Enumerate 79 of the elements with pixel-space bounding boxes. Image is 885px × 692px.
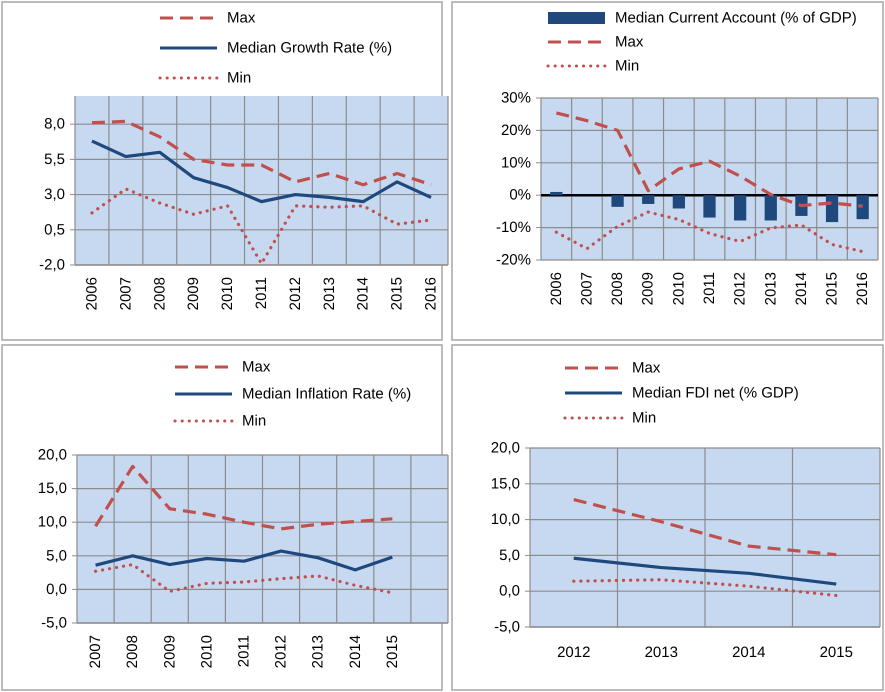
legend-label: Median Inflation Rate (%) bbox=[242, 386, 412, 402]
x-tick-label: 2014 bbox=[346, 635, 364, 668]
x-tick-label: 2012 bbox=[286, 277, 304, 310]
x-tick-label: 2010 bbox=[219, 277, 236, 310]
legend-label: Min bbox=[242, 412, 266, 430]
y-tick-label: -20% bbox=[496, 252, 531, 268]
x-tick-label: 2014 bbox=[732, 644, 766, 661]
x-tick-label: 2015 bbox=[824, 272, 841, 306]
legend-label: Max bbox=[227, 10, 256, 26]
y-tick-label: -5,0 bbox=[41, 614, 67, 632]
x-tick-label: 2010 bbox=[670, 272, 688, 306]
x-tick-label: 2009 bbox=[640, 272, 657, 306]
x-tick-label: 2015 bbox=[384, 635, 401, 668]
legend-label: Median Growth Rate (%) bbox=[227, 40, 392, 56]
line-series bbox=[572, 556, 838, 586]
legend-label: Min bbox=[615, 58, 640, 74]
y-tick-label: 0% bbox=[509, 186, 531, 204]
x-tick-label: 2012 bbox=[557, 644, 590, 661]
x-tick-label: 2014 bbox=[792, 272, 810, 306]
line-series bbox=[90, 139, 433, 204]
x-tick-label: 2015 bbox=[820, 644, 853, 661]
x-tick-label: 2016 bbox=[854, 272, 872, 306]
legend-label: Min bbox=[632, 410, 656, 426]
x-tick-label: 2011 bbox=[253, 277, 270, 310]
line-series bbox=[94, 549, 394, 572]
legend-label: Median FDI net (% GDP) bbox=[632, 384, 799, 402]
legend-label: Max bbox=[632, 360, 661, 376]
x-tick-label: 2010 bbox=[198, 635, 216, 668]
x-tick-label: 2006 bbox=[548, 272, 565, 306]
y-tick-label: 10% bbox=[500, 154, 531, 172]
y-tick-label: 0,0 bbox=[499, 582, 520, 600]
x-tick-label: 2007 bbox=[117, 277, 134, 310]
x-tick-label: 2011 bbox=[701, 272, 718, 304]
y-tick-label: 3,0 bbox=[44, 186, 65, 204]
y-tick-label: 30% bbox=[500, 90, 531, 106]
x-tick-label: 2007 bbox=[578, 272, 596, 306]
x-tick-label: 2013 bbox=[310, 635, 327, 668]
x-tick-label: 2012 bbox=[272, 635, 290, 668]
line-series bbox=[554, 111, 864, 208]
x-tick-label: 2007 bbox=[87, 635, 104, 668]
y-tick-label: 20,0 bbox=[490, 440, 520, 456]
y-tick-label: 10,0 bbox=[490, 511, 520, 528]
line-series bbox=[554, 210, 864, 254]
y-tick-label: -10% bbox=[496, 219, 531, 236]
y-tick-label: 8,0 bbox=[44, 116, 65, 133]
y-tick-label: 0,5 bbox=[44, 221, 65, 238]
x-tick-label: 2013 bbox=[320, 277, 338, 310]
x-tick-label: 2015 bbox=[388, 277, 406, 310]
x-tick-label: 2006 bbox=[83, 277, 100, 310]
legend-label: Max bbox=[242, 358, 271, 376]
y-tick-label: -2,0 bbox=[39, 256, 65, 274]
legend-label: Max bbox=[615, 34, 644, 50]
x-tick-label: 2008 bbox=[609, 272, 626, 306]
y-tick-label: 20,0 bbox=[38, 446, 67, 464]
x-tick-label: 2011 bbox=[235, 635, 252, 668]
line-series bbox=[94, 464, 394, 531]
line-series bbox=[90, 120, 433, 186]
x-tick-label: 2008 bbox=[151, 277, 168, 310]
y-tick-label: 5,0 bbox=[46, 547, 67, 564]
y-tick-label: -5,0 bbox=[494, 618, 520, 636]
y-tick-label: 0,0 bbox=[46, 580, 67, 598]
y-tick-label: 15,0 bbox=[38, 480, 67, 498]
x-tick-label: 2009 bbox=[185, 277, 202, 310]
legend-label: Min bbox=[227, 70, 252, 86]
y-tick-label: 10,0 bbox=[38, 514, 67, 531]
y-tick-label: 15,0 bbox=[490, 475, 520, 492]
x-tick-label: 2012 bbox=[732, 272, 749, 306]
x-tick-label: 2013 bbox=[762, 272, 780, 306]
x-tick-label: 2008 bbox=[124, 635, 142, 668]
x-tick-label: 2016 bbox=[422, 277, 440, 310]
y-tick-label: 20% bbox=[500, 122, 531, 139]
x-tick-label: 2014 bbox=[354, 277, 372, 310]
y-tick-label: 5,5 bbox=[44, 150, 65, 168]
x-tick-label: 2009 bbox=[161, 635, 178, 668]
line-series bbox=[572, 498, 838, 556]
y-tick-label: 5,0 bbox=[499, 546, 520, 564]
x-tick-label: 2013 bbox=[644, 644, 678, 661]
legend-label: Median Current Account (% of GDP) bbox=[615, 10, 857, 26]
line-series bbox=[572, 578, 838, 598]
